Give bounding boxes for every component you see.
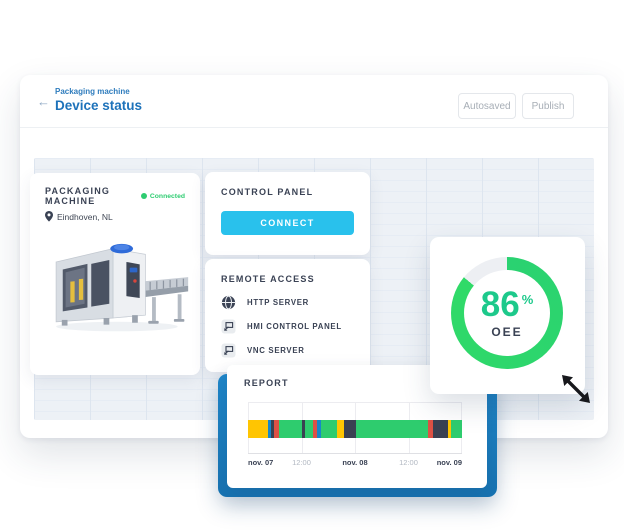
- location-pin-icon: [45, 211, 53, 222]
- timeline-segment-red: [312, 420, 317, 438]
- timeline-segment-yellow: [336, 420, 344, 438]
- connect-button[interactable]: CONNECT: [221, 211, 354, 235]
- report-card: REPORT nov. 07 12:00 nov. 08 12:00 nov. 09: [227, 365, 487, 488]
- autosaved-button[interactable]: Autosaved: [458, 93, 516, 119]
- back-arrow-icon[interactable]: ←: [37, 94, 50, 109]
- timeline-segment-green: [304, 420, 313, 438]
- status-badge: Connected: [140, 192, 185, 200]
- chart-tick-label: nov. 08: [342, 458, 368, 467]
- remote-access-card: REMOTE ACCESS HTTP SERVER HMI CONTROL PAN…: [205, 259, 370, 372]
- window-header: ← Packaging machine Device status Autosa…: [20, 75, 608, 128]
- breadcrumb: Packaging machine: [55, 87, 130, 96]
- timeline-segment-green: [278, 420, 302, 438]
- oee-value: 86: [480, 285, 520, 324]
- timeline-segment-dark: [432, 420, 448, 438]
- oee-ring-gauge: [451, 257, 563, 369]
- publish-button[interactable]: Publish: [522, 93, 574, 119]
- location-label: Eindhoven, NL: [57, 211, 113, 222]
- timeline-segment-red: [273, 420, 279, 438]
- timeline-segment-yellow: [447, 420, 451, 438]
- control-panel-title: CONTROL PANEL: [221, 187, 314, 197]
- machine-illustration: [55, 243, 189, 332]
- chart-tick-label: 12:00: [399, 458, 418, 467]
- control-panel-card: CONTROL PANEL CONNECT: [205, 172, 370, 255]
- timeline-segment-dark: [270, 420, 274, 438]
- page-title: Device status: [55, 98, 143, 113]
- remote-access-item[interactable]: HMI CONTROL PANEL: [221, 319, 354, 334]
- remote-screen-icon: [221, 319, 236, 334]
- timeline-segment-blue: [316, 420, 321, 438]
- timeline-bar: [248, 420, 462, 438]
- remote-access-item-label: VNC SERVER: [247, 346, 305, 355]
- timeline-segment-blue: [267, 420, 271, 438]
- remote-access-item[interactable]: VNC SERVER: [221, 343, 354, 358]
- status-label: Connected: [149, 192, 185, 200]
- status-timeline-chart: [248, 402, 462, 454]
- chart-ticks: nov. 07 12:00 nov. 08 12:00 nov. 09: [248, 458, 462, 468]
- chart-tick-label: 12:00: [292, 458, 311, 467]
- timeline-segment-dark: [301, 420, 305, 438]
- chart-tick-label: nov. 09: [436, 458, 462, 467]
- remote-access-item[interactable]: HTTP SERVER: [221, 295, 354, 310]
- resize-arrow-handle[interactable]: [556, 369, 596, 409]
- connected-dot-icon: [140, 193, 147, 199]
- remote-access-item-label: HMI CONTROL PANEL: [247, 322, 342, 331]
- oee-label: OEE: [491, 325, 523, 339]
- timeline-segment-green: [320, 420, 337, 438]
- oee-center: 86 % OEE: [451, 257, 563, 369]
- oee-card: 86 % OEE: [430, 237, 590, 403]
- chart-tick-label: nov. 07: [248, 458, 274, 467]
- timeline-segment-dark: [343, 420, 356, 438]
- timeline-segment-yellow: [248, 420, 268, 438]
- machine-card-title: PACKAGING MACHINE: [45, 186, 111, 206]
- remote-access-list: HTTP SERVER HMI CONTROL PANEL VNC SERVER: [221, 295, 354, 358]
- oee-unit: %: [521, 292, 534, 307]
- machine-card: PACKAGING MACHINE Connected Eindhoven, N…: [30, 173, 200, 375]
- report-title: REPORT: [244, 378, 289, 388]
- remote-screen-icon: [221, 343, 236, 358]
- timeline-segment-red: [427, 420, 433, 438]
- globe-icon: [221, 295, 236, 310]
- remote-access-title: REMOTE ACCESS: [221, 274, 315, 284]
- remote-access-item-label: HTTP SERVER: [247, 298, 310, 307]
- timeline-segment-green: [355, 420, 428, 438]
- timeline-segment-green: [450, 420, 462, 438]
